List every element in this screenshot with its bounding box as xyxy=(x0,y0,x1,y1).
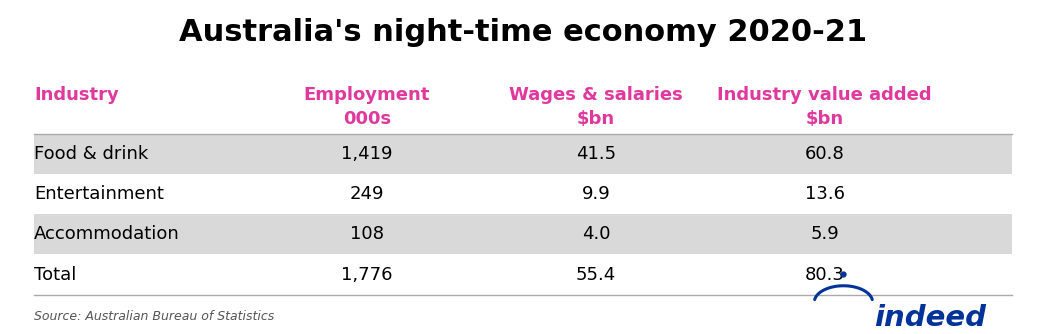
Text: 4.0: 4.0 xyxy=(582,225,610,243)
Text: 13.6: 13.6 xyxy=(804,185,845,203)
Text: Total: Total xyxy=(33,266,76,284)
Text: Wages & salaries
$bn: Wages & salaries $bn xyxy=(509,86,683,128)
Text: Source: Australian Bureau of Statistics: Source: Australian Bureau of Statistics xyxy=(33,310,274,323)
FancyBboxPatch shape xyxy=(33,214,1013,255)
Text: 41.5: 41.5 xyxy=(575,145,616,163)
Text: Food & drink: Food & drink xyxy=(33,145,149,163)
Text: 1,776: 1,776 xyxy=(341,266,392,284)
Text: 9.9: 9.9 xyxy=(582,185,610,203)
Text: 1,419: 1,419 xyxy=(341,145,392,163)
FancyBboxPatch shape xyxy=(33,134,1013,174)
Text: 55.4: 55.4 xyxy=(575,266,616,284)
Text: 80.3: 80.3 xyxy=(804,266,845,284)
Text: 5.9: 5.9 xyxy=(811,225,839,243)
Text: 249: 249 xyxy=(349,185,384,203)
Text: Entertainment: Entertainment xyxy=(33,185,164,203)
Text: indeed: indeed xyxy=(874,304,986,332)
Text: Industry value added
$bn: Industry value added $bn xyxy=(718,86,932,128)
Text: Accommodation: Accommodation xyxy=(33,225,180,243)
Text: Industry: Industry xyxy=(33,86,119,104)
Text: Australia's night-time economy 2020-21: Australia's night-time economy 2020-21 xyxy=(179,18,867,47)
Text: 108: 108 xyxy=(350,225,384,243)
Text: Employment
000s: Employment 000s xyxy=(303,86,430,128)
Text: 60.8: 60.8 xyxy=(804,145,844,163)
